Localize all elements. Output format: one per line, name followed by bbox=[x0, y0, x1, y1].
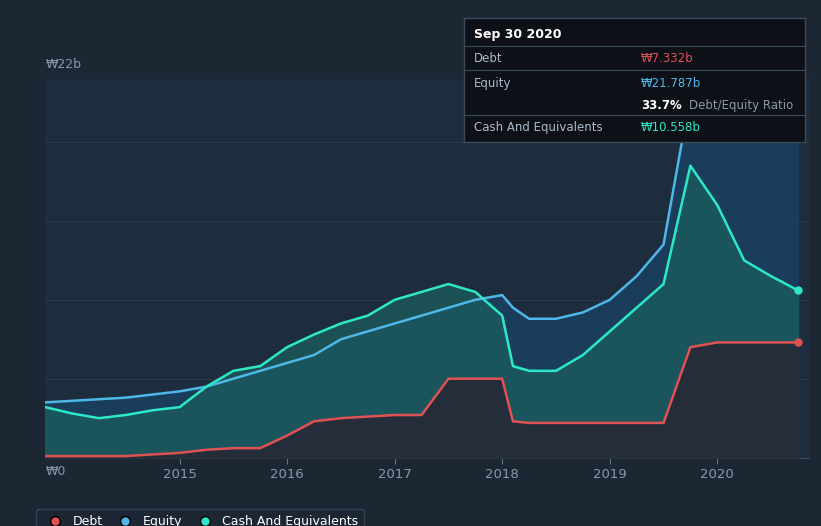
Point bbox=[791, 286, 805, 295]
Point bbox=[791, 338, 805, 347]
Text: ₩7.332b: ₩7.332b bbox=[641, 52, 694, 65]
Legend: Debt, Equity, Cash And Equivalents: Debt, Equity, Cash And Equivalents bbox=[36, 509, 365, 526]
Text: Sep 30 2020: Sep 30 2020 bbox=[474, 28, 562, 42]
Text: Debt: Debt bbox=[474, 52, 502, 65]
Text: Equity: Equity bbox=[474, 76, 511, 89]
Text: ₩10.558b: ₩10.558b bbox=[641, 121, 701, 134]
Text: 33.7%: 33.7% bbox=[641, 99, 681, 112]
Text: ₩22b: ₩22b bbox=[45, 58, 81, 72]
Point bbox=[791, 109, 805, 118]
Text: ₩21.787b: ₩21.787b bbox=[641, 76, 701, 89]
Text: Cash And Equivalents: Cash And Equivalents bbox=[474, 121, 603, 134]
Text: Debt/Equity Ratio: Debt/Equity Ratio bbox=[689, 99, 793, 112]
Text: ₩0: ₩0 bbox=[45, 465, 66, 478]
